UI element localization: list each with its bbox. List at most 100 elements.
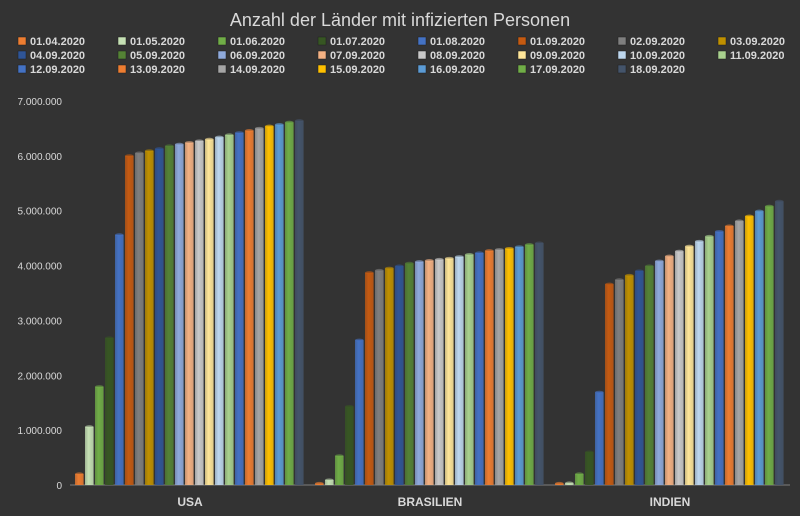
bar-cap-brasilien-13-09-2020	[485, 249, 494, 253]
bar-cap-usa-16-09-2020	[275, 122, 284, 127]
bar-cap-usa-01-09-2020	[125, 154, 134, 158]
legend-label: 06.09.2020	[230, 50, 285, 62]
bar-cap-usa-01-08-2020	[115, 233, 124, 237]
bar-cap-indien-06-09-2020	[655, 259, 664, 263]
bar-brasilien-10-09-2020	[455, 256, 464, 485]
bar-cap-brasilien-01-04-2020	[315, 481, 324, 486]
bar-indien-06-09-2020	[655, 261, 664, 485]
x-category-label: BRASILIEN	[398, 495, 463, 509]
bar-cap-brasilien-16-09-2020	[515, 245, 524, 249]
bar-indien-11-09-2020	[705, 236, 714, 485]
legend-label: 01.04.2020	[30, 36, 85, 48]
y-tick-label: 4.000.000	[18, 262, 63, 273]
legend-label: 18.09.2020	[630, 64, 685, 76]
legend-swatch	[17, 64, 27, 74]
legend-swatch	[17, 36, 27, 46]
bar-brasilien-02-09-2020	[375, 270, 384, 485]
bar-cap-brasilien-01-08-2020	[355, 338, 364, 342]
legend: 01.04.2020 01.05.2020 01.06.2020 01.07.2020…	[17, 36, 785, 76]
bar-cap-indien-11-09-2020	[705, 234, 714, 239]
bar-brasilien-06-09-2020	[415, 261, 424, 485]
x-category-label: INDIEN	[650, 495, 691, 509]
legend-label: 08.09.2020	[430, 50, 485, 62]
bar-brasilien-01-07-2020	[345, 406, 354, 485]
bar-cap-indien-07-09-2020	[665, 254, 674, 258]
legend-swatch	[117, 64, 127, 74]
legend-swatch	[117, 50, 127, 60]
bar-cap-brasilien-18-09-2020	[535, 241, 544, 245]
bar-brasilien-01-06-2020	[335, 455, 344, 485]
bar-indien-01-09-2020	[605, 284, 614, 485]
bar-cap-usa-03-09-2020	[145, 149, 154, 153]
legend-label: 11.09.2020	[730, 50, 784, 62]
bar-cap-brasilien-01-06-2020	[335, 454, 344, 458]
bar-indien-07-09-2020	[665, 256, 674, 485]
bar-brasilien-14-09-2020	[495, 249, 504, 485]
bar-cap-indien-03-09-2020	[625, 273, 634, 278]
legend-swatch	[317, 50, 327, 60]
legend-swatch	[417, 36, 427, 46]
bar-cap-usa-09-09-2020	[205, 137, 214, 141]
bar-usa-04-09-2020	[155, 148, 164, 485]
bar-cap-usa-02-09-2020	[135, 151, 144, 155]
bar-cap-indien-17-09-2020	[765, 204, 774, 208]
bar-indien-05-09-2020	[645, 266, 654, 485]
bar-cap-usa-18-09-2020	[295, 119, 304, 123]
bar-cap-indien-09-09-2020	[685, 244, 694, 248]
bar-brasilien-01-05-2020	[325, 480, 334, 485]
bar-brasilien-11-09-2020	[465, 254, 474, 485]
bar-cap-indien-08-09-2020	[675, 249, 684, 253]
y-tick-label: 6.000.000	[18, 152, 63, 163]
bar-cap-brasilien-17-09-2020	[525, 243, 534, 247]
bar-brasilien-13-09-2020	[485, 250, 494, 485]
bar-cap-usa-12-09-2020	[235, 131, 244, 135]
bar-usa-02-09-2020	[135, 153, 144, 485]
bar-cap-usa-11-09-2020	[225, 133, 234, 137]
bar-indien-01-08-2020	[595, 392, 604, 485]
bar-cap-usa-01-07-2020	[105, 336, 114, 340]
y-tick-label: 3.000.000	[18, 316, 63, 327]
bar-cap-usa-10-09-2020	[215, 135, 224, 139]
bar-indien-08-09-2020	[675, 251, 684, 485]
bar-brasilien-12-09-2020	[475, 252, 484, 485]
bar-cap-indien-02-09-2020	[615, 278, 624, 282]
y-tick-label: 5.000.000	[18, 207, 63, 218]
bar-indien-10-09-2020	[695, 241, 704, 485]
bar-indien-16-09-2020	[755, 211, 764, 485]
legend-label: 09.09.2020	[530, 50, 585, 62]
bar-cap-indien-01-08-2020	[595, 390, 604, 394]
bar-cap-indien-14-09-2020	[735, 219, 744, 223]
bar-usa-09-09-2020	[205, 139, 214, 485]
bar-usa-14-09-2020	[255, 128, 264, 485]
bar-usa-01-08-2020	[115, 234, 124, 485]
bar-usa-01-06-2020	[95, 386, 104, 485]
legend-label: 03.09.2020	[730, 36, 785, 48]
bar-brasilien-07-09-2020	[425, 260, 434, 485]
bar-cap-brasilien-11-09-2020	[465, 253, 474, 257]
bar-cap-indien-01-05-2020	[565, 481, 574, 485]
bar-cap-brasilien-12-09-2020	[475, 251, 484, 255]
bar-indien-13-09-2020	[725, 226, 734, 485]
bar-brasilien-04-09-2020	[395, 266, 404, 485]
bar-brasilien-01-08-2020	[355, 340, 364, 485]
bar-usa-03-09-2020	[145, 150, 154, 486]
legend-label: 13.09.2020	[130, 64, 185, 76]
bar-brasilien-05-09-2020	[405, 263, 414, 485]
chart-title: Anzahl der Länder mit infizierten Person…	[230, 10, 570, 30]
legend-swatch	[617, 36, 627, 46]
bar-cap-usa-04-09-2020	[155, 147, 164, 151]
bar-cap-brasilien-14-09-2020	[495, 248, 504, 252]
bar-cap-brasilien-03-09-2020	[385, 266, 394, 270]
x-axis: USA BRASILIEN INDIEN	[177, 495, 690, 509]
bar-cap-indien-01-07-2020	[585, 450, 594, 454]
bar-indien-12-09-2020	[715, 231, 724, 485]
bar-cap-usa-06-09-2020	[175, 142, 184, 146]
bar-cap-indien-18-09-2020	[775, 199, 784, 203]
bar-indien-01-06-2020	[575, 474, 584, 485]
y-tick-label: 2.000.000	[18, 371, 63, 382]
legend-label: 02.09.2020	[630, 36, 685, 48]
bar-brasilien-03-09-2020	[385, 268, 394, 485]
bar-usa-12-09-2020	[235, 132, 244, 485]
bar-usa-11-09-2020	[225, 135, 234, 486]
legend-label: 14.09.2020	[230, 64, 285, 76]
